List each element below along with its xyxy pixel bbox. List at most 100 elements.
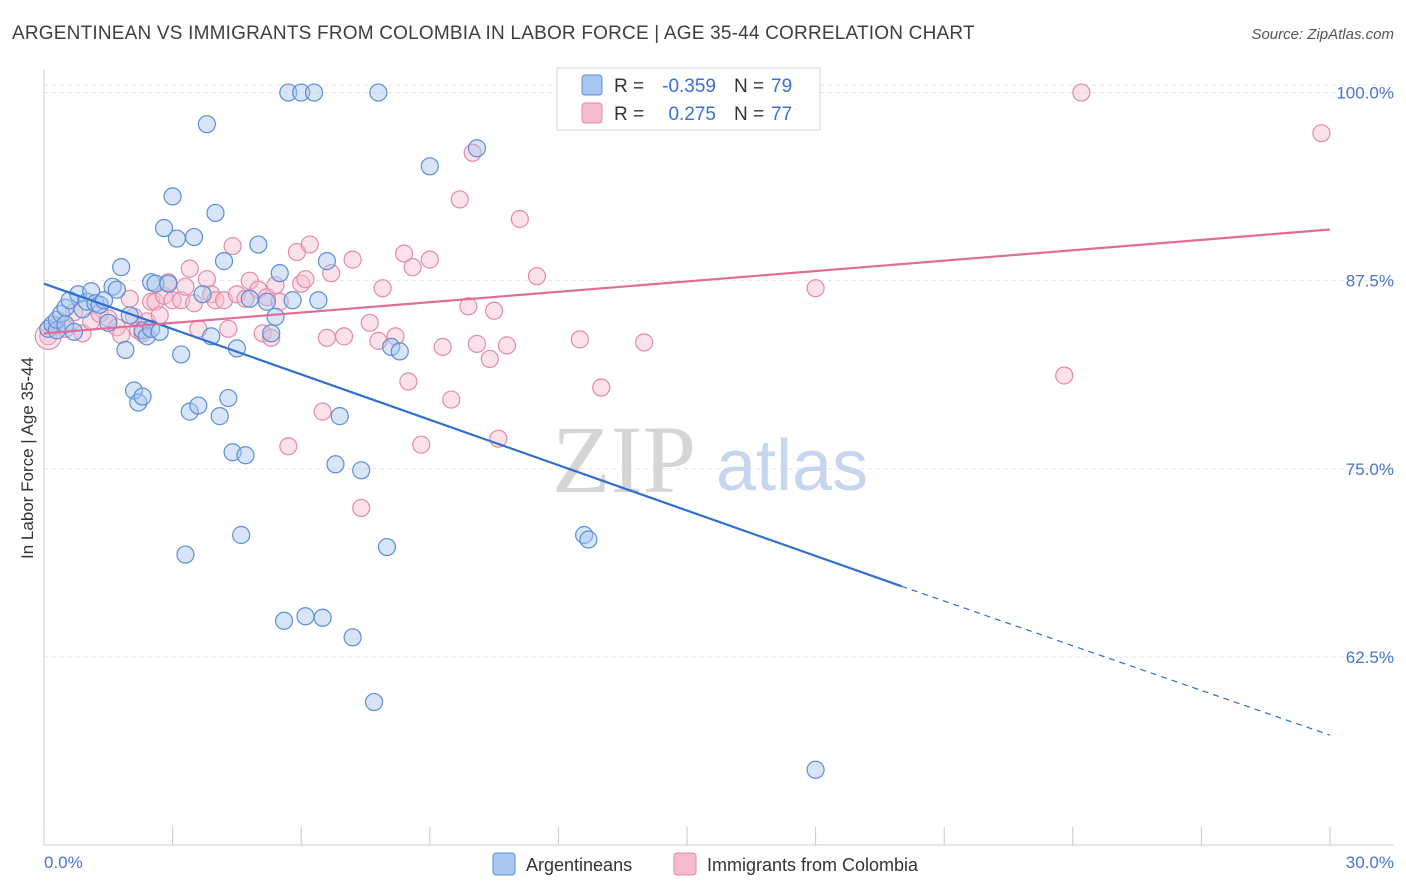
colombia-point-64 [459,297,478,316]
colombia-point-23 [180,259,199,278]
colombia-point-47 [317,328,337,347]
colombia-point-54 [373,279,392,298]
legend-n-value-1: 79 [771,76,792,97]
argentinean-trend-extension [901,585,1331,736]
argentinean-point-32 [159,274,178,293]
argentinean-point-20 [116,340,135,360]
colombia-trend-line [43,228,1331,335]
series-argentineans [39,83,825,779]
bottom-legend: Argentineans Immigrants from Colombia [492,852,919,876]
argentinean-point-33 [163,187,182,206]
argentinean-point-41 [197,115,216,134]
colombia-point-39 [266,276,285,295]
colombia-point-66 [467,334,487,353]
argentinean-point-63 [309,291,328,310]
argentinean-point-39 [189,396,208,415]
argentinean-point-72 [377,537,397,557]
colombia-point-72 [527,267,547,286]
argentinean-point-75 [420,157,439,176]
argentinean-point-64 [313,608,332,627]
colombia-point-76 [806,279,825,298]
colombia-point-79 [1312,124,1331,143]
x-axis-ticks [43,827,1331,845]
colombia-point-67 [480,349,499,369]
x-tick-label-max: 30.0% [1346,853,1394,872]
argentinean-point-74 [390,342,409,361]
argentinean-point-19 [112,258,131,277]
chart-title: ARGENTINEAN VS IMMIGRANTS FROM COLOMBIA … [12,23,975,44]
argentinean-point-40 [193,285,212,304]
colombia-point-52 [360,313,379,332]
argentinean-point-45 [214,252,234,271]
argentinean-point-61 [296,607,315,626]
colombia-point-68 [485,301,504,320]
legend-r-value-1: -0.359 [662,76,716,97]
colombia-point-44 [296,270,315,289]
argentinean-point-76 [467,139,487,158]
argentinean-point-60 [292,83,311,102]
colombia-point-33 [236,289,255,308]
legend-r-value-2: 0.275 [668,104,716,125]
colombia-point-59 [412,435,431,454]
y-tick-label-0: 62.5% [1346,648,1394,667]
argentinean-point-79 [806,760,825,779]
argentinean-point-71 [369,83,388,102]
argentinean-point-51 [240,289,259,308]
argentinean-point-57 [274,611,294,630]
colombia-point-26 [197,270,216,289]
colombia-point-9 [112,325,131,344]
watermark-atlas: atlas [716,426,868,506]
colombia-point-56 [394,244,414,263]
argentinean-point-49 [232,525,251,545]
y-axis-label: In Labor Force | Age 35-44 [18,357,37,559]
argentinean-point-56 [270,264,289,283]
argentinean-point-46 [219,388,238,408]
colombia-point-49 [334,327,354,346]
legend-r-label-1: R = [614,76,644,97]
argentinean-point-50 [236,446,255,465]
argentinean-point-65 [317,252,337,271]
chart-source: Source: ZipAtlas.com [1251,26,1394,43]
argentinean-point-52 [249,235,268,254]
y-tick-labels: 62.5% 75.0% 87.5% 100.0% [1336,84,1394,667]
argentinean-point-78 [579,530,598,549]
y-tick-label-2: 87.5% [1346,272,1394,291]
argentinean-point-67 [330,407,349,426]
argentinean-point-59 [283,291,302,310]
colombia-point-48 [322,264,341,283]
trend-lines [43,228,1331,736]
bottom-legend-label-colombia: Immigrants from Colombia [707,855,919,875]
colombia-point-58 [403,258,422,277]
argentinean-point-66 [326,455,345,474]
argentinean-point-55 [266,307,285,326]
argentinean-point-38 [184,227,204,247]
argentinean-point-36 [176,545,195,564]
argentinean-point-21 [120,306,139,325]
colombia-point-77 [1055,366,1074,385]
argentinean-point-54 [262,324,281,343]
colombia-point-31 [223,236,242,256]
argentinean-point-68 [343,628,362,647]
bottom-legend-swatch-blue [492,852,516,876]
colombia-point-60 [420,250,439,269]
colombia-point-78 [1072,83,1091,102]
gridlines [44,84,1394,658]
argentinean-point-43 [206,203,225,223]
colombia-point-51 [352,498,371,518]
argentinean-point-31 [154,218,174,238]
argentinean-point-29 [146,274,165,293]
top-legend: R = -0.359 N = 79 R = 0.275 N = 77 [556,67,821,131]
colombia-point-62 [442,390,461,409]
legend-n-value-2: 77 [771,104,792,125]
argentinean-point-73 [382,337,401,356]
colombia-point-30 [219,319,238,338]
colombia-point-41 [279,437,298,456]
bottom-legend-swatch-pink [673,852,697,876]
argentinean-point-58 [279,83,298,102]
y-tick-label-3: 100.0% [1336,84,1394,103]
colombia-point-50 [343,250,362,269]
colombia-point-45 [300,235,319,254]
bottom-legend-label-argentineans: Argentineans [526,855,632,875]
argentinean-point-70 [364,692,384,712]
